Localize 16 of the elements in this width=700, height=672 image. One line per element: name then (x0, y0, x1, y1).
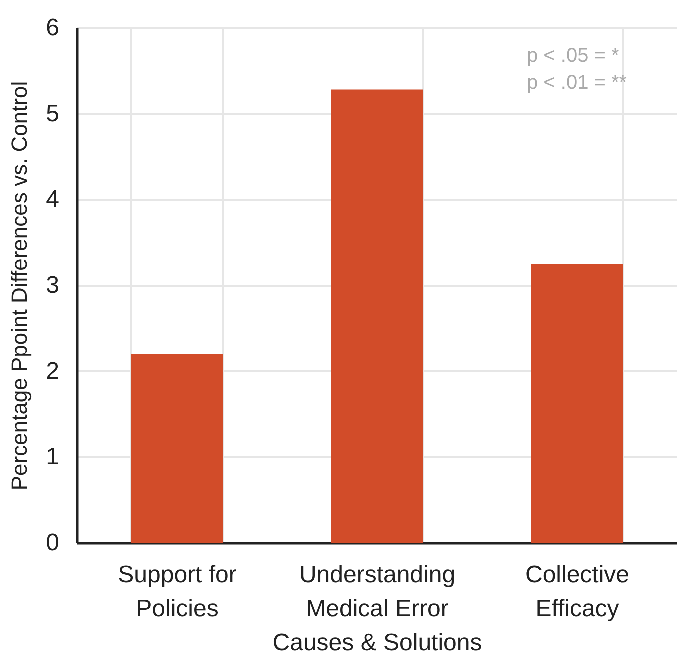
y-tick-label: 3 (46, 272, 60, 299)
y-tick-label: 6 (46, 14, 60, 42)
bar (531, 264, 623, 543)
annotation: p < .05 = * (527, 45, 620, 67)
bar (331, 90, 423, 543)
y-axis-title: Percentage Ppoint Differences vs. Control (7, 81, 32, 491)
x-tick-label: Support for Policies (118, 562, 237, 622)
y-tick-label: 4 (46, 186, 60, 214)
y-tick-label: 1 (46, 444, 60, 471)
x-tick-label: Collective Efficacy (525, 562, 630, 622)
bar (131, 354, 223, 543)
y-tick-label: 0 (46, 530, 60, 556)
y-tick-label: 2 (46, 358, 60, 385)
x-tick-label: Understanding Medical Error Causes & Solutions (272, 562, 482, 656)
annotation: p < .01 = ** (527, 72, 628, 94)
y-tick-label: 5 (46, 100, 60, 128)
